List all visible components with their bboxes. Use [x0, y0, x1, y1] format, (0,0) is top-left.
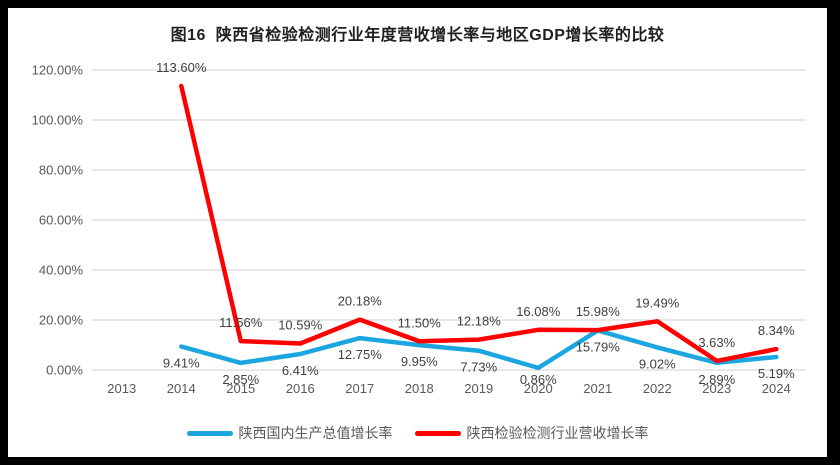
svg-text:20.00%: 20.00% [39, 313, 84, 328]
svg-text:10.59%: 10.59% [278, 318, 323, 333]
chart-legend: 陕西国内生产总值增长率 陕西检验检测行业营收增长率 [8, 423, 827, 443]
svg-text:2019: 2019 [464, 381, 493, 396]
legend-label-gdp-growth: 陕西国内生产总值增长率 [238, 425, 393, 441]
svg-text:12.75%: 12.75% [338, 347, 383, 362]
svg-text:2017: 2017 [345, 381, 374, 396]
chart-title: 图16 陕西省检验检测行业年度营收增长率与地区GDP增长率的比较 [170, 27, 665, 44]
svg-text:2016: 2016 [286, 381, 315, 396]
svg-text:2014: 2014 [167, 381, 196, 396]
svg-text:9.41%: 9.41% [163, 355, 200, 370]
svg-text:20.18%: 20.18% [338, 294, 383, 309]
legend-item-gdp-growth: 陕西国内生产总值增长率 [186, 423, 393, 443]
legend-label-industry-revenue-growth: 陕西检验检测行业营收增长率 [466, 425, 649, 441]
svg-text:8.34%: 8.34% [758, 323, 795, 338]
svg-text:2023: 2023 [702, 381, 731, 396]
svg-text:100.00%: 100.00% [32, 113, 84, 128]
svg-text:16.08%: 16.08% [516, 304, 561, 319]
svg-text:0.86%: 0.86% [520, 372, 557, 387]
gdp-growth-line-swatch [186, 430, 233, 436]
svg-text:19.49%: 19.49% [635, 295, 680, 310]
chart-card: 图16 陕西省检验检测行业年度营收增长率与地区GDP增长率的比较 0.00% 20… [8, 8, 827, 457]
svg-text:7.73%: 7.73% [460, 360, 497, 375]
svg-text:11.50%: 11.50% [398, 315, 442, 330]
svg-text:5.19%: 5.19% [758, 366, 795, 381]
industry-revenue-line-swatch [414, 430, 461, 436]
svg-text:15.79%: 15.79% [576, 340, 621, 355]
legend-item-industry-revenue-growth: 陕西检验检测行业营收增长率 [414, 423, 649, 443]
svg-text:2013: 2013 [107, 381, 136, 396]
svg-text:120.00%: 120.00% [32, 63, 84, 78]
svg-text:2.85%: 2.85% [222, 372, 259, 387]
line-chart: 0.00% 20.00% 40.00% 60.00% 80.00% 100.00% 120.… [32, 60, 806, 396]
svg-text:2021: 2021 [583, 381, 612, 396]
svg-text:0.00%: 0.00% [46, 363, 83, 378]
svg-text:3.63%: 3.63% [698, 335, 735, 350]
svg-text:2018: 2018 [405, 381, 434, 396]
svg-text:40.00%: 40.00% [39, 263, 84, 278]
svg-text:2.89%: 2.89% [698, 372, 735, 387]
svg-text:11.56%: 11.56% [219, 315, 263, 330]
svg-text:60.00%: 60.00% [39, 213, 84, 228]
svg-text:2020: 2020 [524, 381, 553, 396]
svg-text:2024: 2024 [762, 381, 791, 396]
svg-text:12.18%: 12.18% [457, 314, 502, 329]
svg-text:113.60%: 113.60% [156, 60, 207, 75]
svg-text:2015: 2015 [226, 381, 255, 396]
svg-text:15.98%: 15.98% [576, 304, 621, 319]
svg-text:6.41%: 6.41% [282, 363, 319, 378]
svg-text:9.95%: 9.95% [401, 354, 438, 369]
svg-text:80.00%: 80.00% [39, 163, 84, 178]
svg-text:9.02%: 9.02% [639, 356, 676, 371]
svg-text:2022: 2022 [643, 381, 672, 396]
